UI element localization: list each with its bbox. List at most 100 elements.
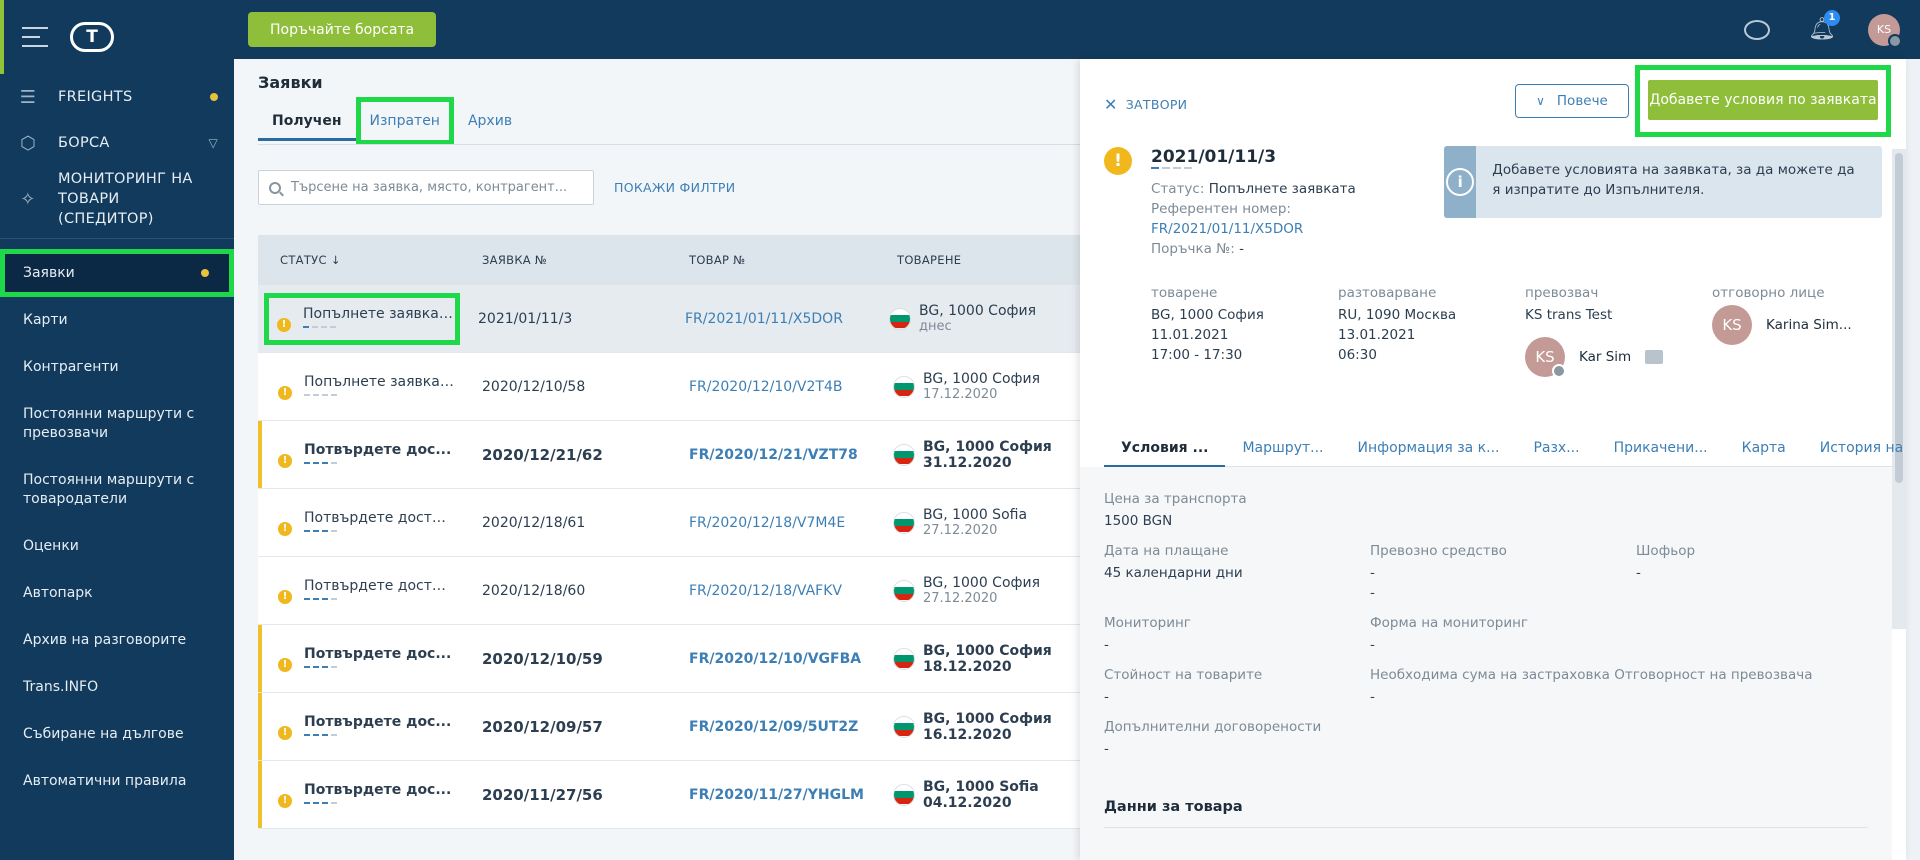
bulgaria-flag-icon <box>893 647 915 670</box>
logo[interactable]: T <box>70 22 114 52</box>
tab-route[interactable]: Маршрут... <box>1242 440 1324 456</box>
insurance-value: - <box>1370 689 1375 705</box>
order-exchange-button[interactable]: Поръчайте борсата <box>248 12 437 47</box>
payment-label: Дата на плащане <box>1104 543 1229 559</box>
freight-link[interactable]: FR/2020/12/10/V2T4B <box>689 378 843 395</box>
loading-date: днес <box>919 319 952 334</box>
freight-link[interactable]: FR/2020/12/21/VZT78 <box>689 446 858 463</box>
panel-scrollbar[interactable] <box>1892 149 1906 629</box>
bell-icon[interactable]: 🔔︎ 1 <box>1808 9 1840 42</box>
status-cell: ! Потвърдете доставк... <box>258 578 464 604</box>
warning-icon: ! <box>278 793 292 808</box>
sidebar-item-freights[interactable]: ☰ FREIGHTS <box>0 74 234 120</box>
message-icon[interactable] <box>1645 350 1664 364</box>
freight-link[interactable]: FR/2020/12/18/V7M4E <box>689 514 846 531</box>
carrier-contact: KS Kar Sim <box>1525 337 1712 378</box>
freight-link[interactable]: FR/2020/12/09/5UT2Z <box>689 718 859 735</box>
order-number: 2020/12/18/60 <box>482 582 586 599</box>
sidebar-item-chat-archive[interactable]: Архив на разговорите <box>23 632 187 648</box>
loading-place: BG, 1000 София <box>919 303 1037 319</box>
topbar: Поръчайте борсата 🔔︎ 1 KS <box>234 0 1920 59</box>
tab-conditions[interactable]: Условия ... <box>1104 429 1226 468</box>
menu-icon[interactable] <box>22 27 48 47</box>
table-row[interactable]: ! Потвърдете дос... 2020/12/09/57 FR/202… <box>258 693 1080 761</box>
table-row[interactable]: ! Потвърдете дос... 2020/12/21/62 FR/202… <box>258 421 1080 489</box>
loading-cell: BG, 1000 София 27.12.2020 <box>879 575 1080 606</box>
tab-cargo-info[interactable]: Информация за к... <box>1357 440 1500 456</box>
freight-link[interactable]: FR/2021/01/11/X5DOR <box>685 310 843 327</box>
sidebar-item-fleet[interactable]: Автопарк <box>23 585 93 601</box>
table-row[interactable]: ! Попълнете заявката 2020/12/10/58 FR/20… <box>258 353 1080 421</box>
sidebar-item-carrier-routes[interactable]: Постоянни маршрути с превозвачи <box>23 406 195 441</box>
freight-link[interactable]: FR/2020/12/18/VAFKV <box>689 582 842 599</box>
page-title: Заявки <box>258 73 323 92</box>
user-avatar[interactable]: KS <box>1868 13 1902 48</box>
sidebar-item-exchange[interactable]: ⬡ БОРСА ▽ <box>0 120 234 166</box>
close-icon: ✕ <box>1104 95 1118 114</box>
order-id: 2021/01/11/3 <box>1151 147 1277 167</box>
progress-dashes <box>304 665 451 668</box>
search-input[interactable]: Търсене на заявка, място, контрагент... <box>258 170 594 205</box>
tab-history[interactable]: История на ... <box>1819 440 1906 456</box>
table-row[interactable]: ! Потвърдете дос... 2020/12/10/59 FR/202… <box>258 625 1080 693</box>
reference-link[interactable]: FR/2021/01/11/X5DOR <box>1151 221 1304 237</box>
route-summary: товарене BG, 1000 София 11.01.2021 17:00… <box>1151 285 1899 378</box>
table-row[interactable]: ! Попълнете заявката 2021/01/11/3 FR/202… <box>258 285 1080 353</box>
loading-cell: BG, 1000 София 16.12.2020 <box>879 711 1080 743</box>
order-number-label: Поръчка №: <box>1151 241 1235 257</box>
warning-icon: ! <box>278 385 292 400</box>
sidebar-item-ratings[interactable]: Оценки <box>23 538 79 554</box>
close-label: ЗАТВОРИ <box>1125 97 1188 112</box>
sidebar-item-shipper-routes[interactable]: Постоянни маршрути с товародатели <box>23 472 195 507</box>
freight-link[interactable]: FR/2020/11/27/YHGLM <box>689 786 864 803</box>
sidebar-item-contractors[interactable]: Контрагенти <box>23 359 119 375</box>
more-button[interactable]: ∨ Повече <box>1515 84 1629 118</box>
bulgaria-flag-icon <box>893 511 915 534</box>
loading-place: BG, 1000 София <box>923 710 1052 727</box>
tab-received[interactable]: Получен <box>258 97 356 145</box>
status-text: Потвърдете дос... <box>304 441 452 458</box>
header-status[interactable]: СТАТУС ↓ <box>280 253 341 267</box>
close-button[interactable]: ✕ ЗАТВОРИ <box>1104 95 1187 114</box>
table-row[interactable]: ! Потвърдете доставк... 2020/12/18/61 FR… <box>258 489 1080 557</box>
monitoring-label: Мониторинг <box>1104 615 1191 631</box>
order-number: 2020/12/18/61 <box>482 514 586 531</box>
add-conditions-highlight: Добавете условия по заявката <box>1635 65 1891 137</box>
table-body: ! Попълнете заявката 2021/01/11/3 FR/202… <box>258 285 1080 829</box>
info-icon-wrap: i <box>1444 146 1477 218</box>
vehicle-label: Превозно средство <box>1370 543 1507 559</box>
sidebar-divider <box>0 238 234 239</box>
table-row[interactable]: ! Потвърдете дос... 2020/11/27/56 FR/202… <box>258 761 1080 829</box>
tab-attachments[interactable]: Прикачени... <box>1613 440 1708 456</box>
sidebar-item-maps[interactable]: Карти <box>23 312 68 328</box>
table-row[interactable]: ! Потвърдете доставк... 2020/12/18/60 FR… <box>258 557 1080 625</box>
chevron-down-icon: ▽ <box>208 136 218 150</box>
tab-archive[interactable]: Архив <box>467 113 513 129</box>
chat-icon[interactable] <box>1744 19 1770 40</box>
sidebar-item-monitoring[interactable]: ✧ МОНИТОРИНГ НА ТОВАРИ (СПЕДИТОР) <box>0 166 234 232</box>
header-loading: ТОВАРЕНЕ <box>897 253 962 267</box>
loading-time: 17:00 - 17:30 <box>1151 347 1243 363</box>
add-conditions-button[interactable]: Добавете условия по заявката <box>1648 80 1878 120</box>
loading-place: BG, 1000 София <box>923 438 1052 455</box>
loading-place: BG, 1000 Sofia <box>923 507 1028 523</box>
tab-sent[interactable]: Изпратен <box>355 97 454 145</box>
order-number: 2020/12/10/59 <box>482 649 603 668</box>
loading-cell: BG, 1000 Sofia 27.12.2020 <box>879 507 1080 538</box>
status-text: Попълнете заявката <box>304 373 454 390</box>
bulgaria-flag-icon <box>893 443 915 466</box>
show-filters-link[interactable]: ПОКАЖИ ФИЛТРИ <box>614 180 736 195</box>
bulgaria-flag-icon <box>893 375 915 398</box>
sidebar-item-orders[interactable]: Заявки <box>0 249 234 297</box>
responsible-person: KS Karina Sim... <box>1712 305 1899 345</box>
loading-place: BG, 1000 София <box>923 575 1041 591</box>
sidebar-item-debt-collection[interactable]: Събиране на дългове <box>23 726 184 742</box>
loading-date: 31.12.2020 <box>923 454 1012 471</box>
sidebar-item-auto-rules[interactable]: Автоматични правила <box>23 773 187 789</box>
orders-table: СТАТУС ↓ ЗАЯВКА № ТОВАР № ТОВАРЕНЕ ! Поп… <box>258 235 1080 829</box>
tab-map[interactable]: Карта <box>1741 440 1786 456</box>
sidebar-header: T <box>0 0 234 74</box>
sidebar-item-transinfo[interactable]: Trans.INFO <box>23 679 99 695</box>
freight-link[interactable]: FR/2020/12/10/VGFBA <box>689 650 862 667</box>
tab-costs[interactable]: Разх... <box>1533 440 1580 456</box>
